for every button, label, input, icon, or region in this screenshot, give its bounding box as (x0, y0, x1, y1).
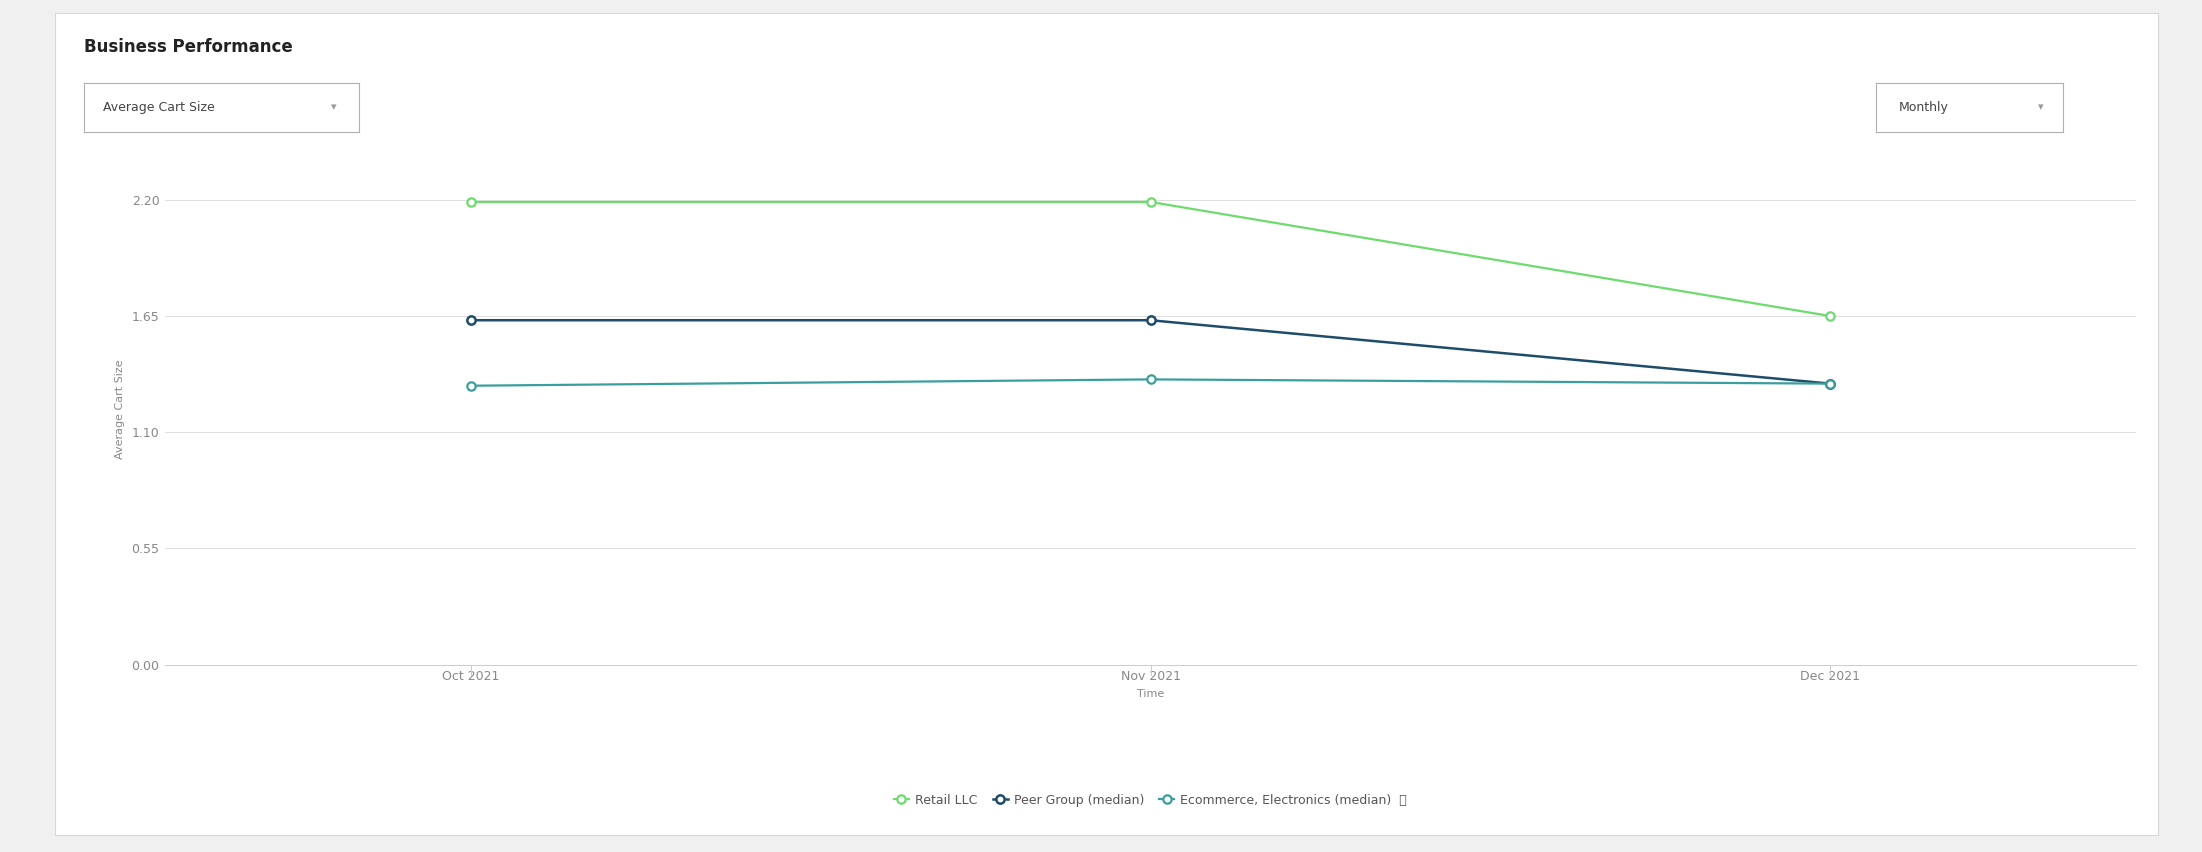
Text: Monthly: Monthly (1898, 101, 1949, 114)
X-axis label: Time: Time (1136, 688, 1165, 699)
Y-axis label: Average Cart Size: Average Cart Size (115, 360, 126, 458)
Text: ▾: ▾ (330, 102, 337, 112)
Text: Business Performance: Business Performance (84, 38, 293, 56)
Text: ▾: ▾ (2039, 102, 2043, 112)
Legend: Retail LLC, Peer Group (median), Ecommerce, Electronics (median)  ⓘ: Retail LLC, Peer Group (median), Ecommer… (890, 789, 1411, 812)
Text: Average Cart Size: Average Cart Size (103, 101, 214, 114)
